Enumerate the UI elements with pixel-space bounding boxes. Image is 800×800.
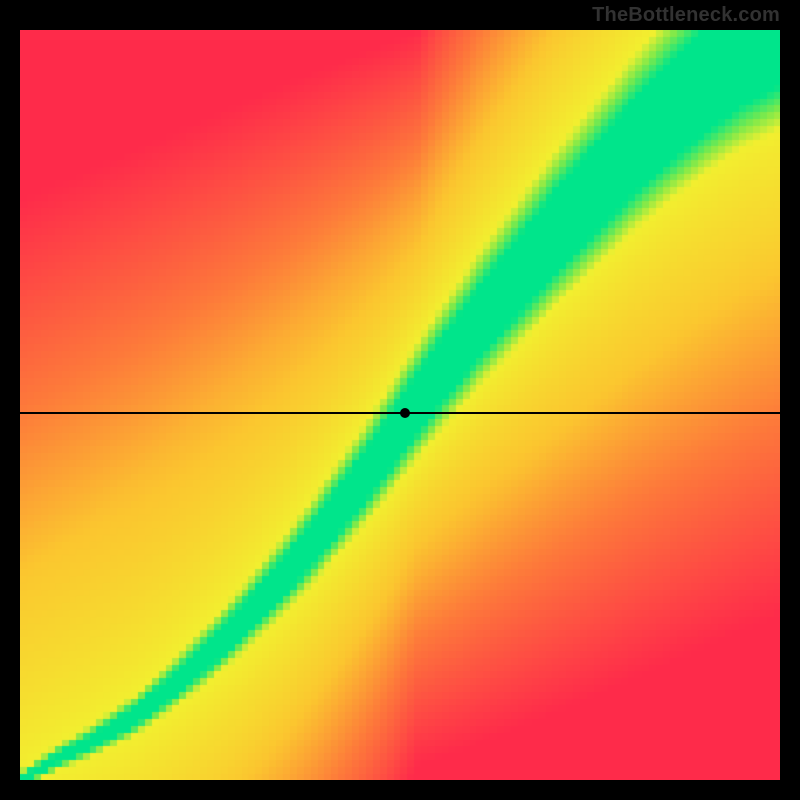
- crosshair-marker-dot: [400, 408, 410, 418]
- heatmap-canvas: [20, 30, 780, 780]
- chart-container: TheBottleneck.com: [0, 0, 800, 800]
- watermark-text: TheBottleneck.com: [592, 4, 780, 27]
- crosshair-vertical: [404, 780, 406, 800]
- heatmap-plot-area: [20, 30, 780, 780]
